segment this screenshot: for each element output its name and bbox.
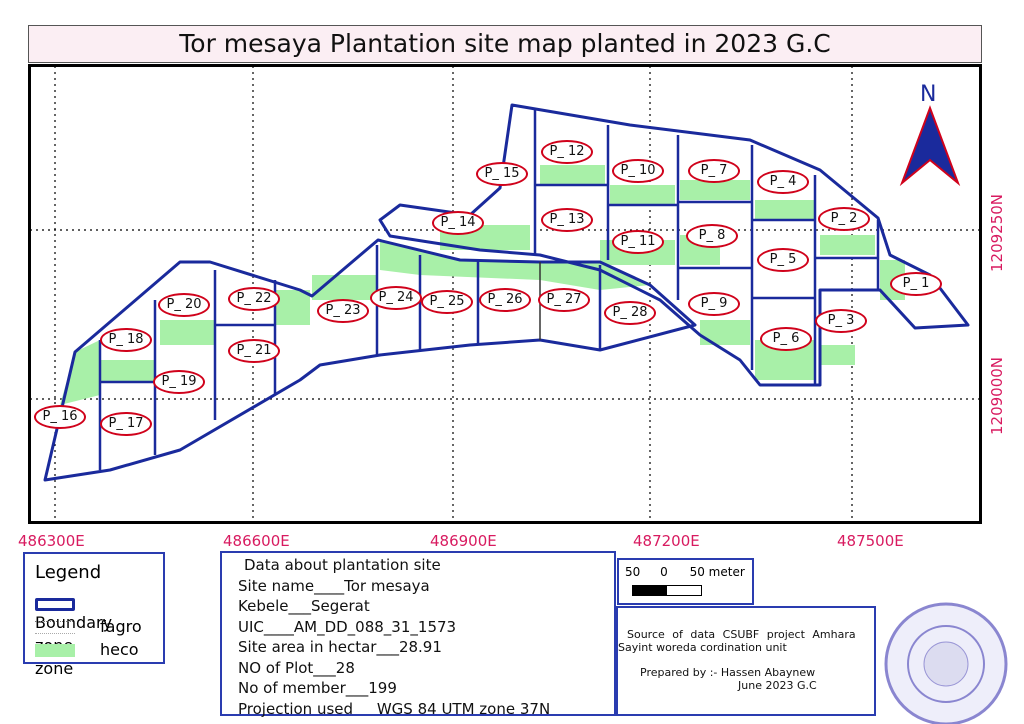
plot-label: P_ 6 xyxy=(760,327,812,351)
plot-label: P_ 19 xyxy=(153,370,205,394)
plot-label: P_ 1 xyxy=(890,272,942,296)
plot-label: P_ 20 xyxy=(158,293,210,317)
plot-label: P_ 7 xyxy=(688,159,740,183)
source-box: Source of data CSUBF project Amhara Sayi… xyxy=(616,606,876,716)
easting-label: 486600E xyxy=(223,532,290,550)
plot-label: P_ 16 xyxy=(34,405,86,429)
site-info-box: Data about plantation site Site name____… xyxy=(220,551,616,718)
prepared-by: Prepared by :- Hassen Abaynew xyxy=(640,666,816,679)
northing-label: 1209250N xyxy=(988,193,1006,272)
source-line: Source of data CSUBF project Amhara xyxy=(627,628,856,641)
easting-label: 487500E xyxy=(837,532,904,550)
plot-label: P_ 8 xyxy=(686,224,738,248)
map-title: Tor mesaya Plantation site map planted i… xyxy=(28,25,982,63)
legend-item-heco: heco zone xyxy=(35,640,139,678)
plot-label: P_ 10 xyxy=(612,159,664,183)
plot-label: P_ 4 xyxy=(757,170,809,194)
plot-label: P_ 13 xyxy=(541,208,593,232)
plot-label: P_ 15 xyxy=(476,162,528,186)
plot-label: P_ 5 xyxy=(757,248,809,272)
plot-lines xyxy=(98,110,880,470)
plot-label: P_ 18 xyxy=(100,328,152,352)
scale-zero: 0 xyxy=(660,565,668,579)
prepared-date: June 2023 G.C xyxy=(738,679,817,692)
info-heading: Data about plantation site xyxy=(244,556,441,574)
plot-label: P_ 22 xyxy=(228,287,280,311)
easting-label: 487200E xyxy=(633,532,700,550)
source-line: Sayint woreda cordination unit xyxy=(618,641,787,654)
plot-label: P_ 14 xyxy=(432,211,484,235)
north-arrow-icon xyxy=(899,105,961,187)
plot-label: P_ 11 xyxy=(612,230,664,254)
plot-label: P_ 25 xyxy=(421,290,473,314)
plot-label: P_ 26 xyxy=(479,288,531,312)
legend: Legend Boundary fagro zone heco zone xyxy=(23,552,165,678)
info-line: Site area in hectar___28.91 xyxy=(238,638,442,656)
plot-label: P_ 27 xyxy=(538,288,590,312)
plot-label: P_ 3 xyxy=(815,309,867,333)
plot-label: P_ 9 xyxy=(688,292,740,316)
info-line: UIC____AM_DD_088_31_1573 xyxy=(238,617,457,636)
legend-item-boundary: Boundary xyxy=(35,594,163,632)
legend-title: Legend xyxy=(35,562,102,583)
plot-label: P_ 12 xyxy=(541,140,593,164)
north-label: N xyxy=(920,82,937,107)
info-line: No of member___199 xyxy=(238,679,397,697)
scale-graphic xyxy=(632,585,702,596)
scale-bar: 50 0 50 meter xyxy=(617,558,754,605)
easting-label: 486300E xyxy=(18,532,85,550)
info-line: Site name____Tor mesaya xyxy=(238,576,430,595)
info-line: NO of Plot___28 xyxy=(238,658,355,677)
info-line: Kebele___Segerat xyxy=(238,597,370,615)
scale-left: 50 xyxy=(625,565,641,579)
plot-label: P_ 2 xyxy=(818,207,870,231)
official-stamp xyxy=(884,602,1008,724)
plot-label: P_ 23 xyxy=(317,299,369,323)
plot-label: P_ 28 xyxy=(604,301,656,325)
map-frame xyxy=(28,64,982,524)
plot-label: P_ 17 xyxy=(100,412,152,436)
northing-label: 1209000N xyxy=(988,356,1006,435)
plot-label: P_ 21 xyxy=(228,339,280,363)
easting-label: 486900E xyxy=(430,532,497,550)
scale-right: 50 meter xyxy=(689,565,745,579)
info-line: Projection used WGS 84 UTM zone 37N xyxy=(238,699,551,718)
